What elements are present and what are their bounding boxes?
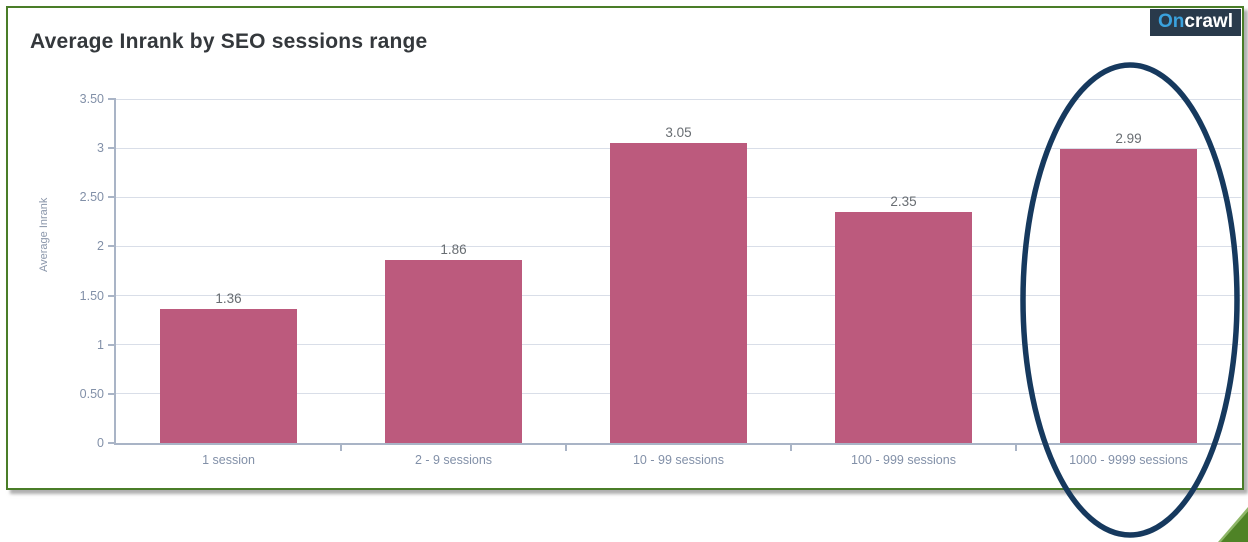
x-axis-tick bbox=[790, 443, 792, 451]
x-axis-tick bbox=[1015, 443, 1017, 451]
bar-value-label: 3.05 bbox=[665, 125, 692, 141]
oncrawl-logo: Oncrawl bbox=[1150, 9, 1241, 36]
bar-3[interactable] bbox=[610, 143, 747, 443]
y-tick-label: 0.50 bbox=[79, 386, 104, 401]
y-tick-label: 2 bbox=[97, 239, 104, 254]
y-axis-tick bbox=[108, 196, 116, 199]
bar-value-label: 2.99 bbox=[1115, 131, 1142, 147]
plot-area: 0 0.50 1 1.50 2 2.50 3 3.50 1.36 1 session 1.86 2 -… bbox=[80, 92, 1241, 467]
chart-title: Average Inrank by SEO sessions range bbox=[30, 30, 428, 53]
bar-5[interactable] bbox=[1060, 149, 1197, 443]
chart-panel: Average Inrank by SEO sessions range Onc… bbox=[6, 6, 1244, 490]
x-tick-label: 100 - 999 sessions bbox=[851, 453, 956, 467]
y-tick-label: 3.50 bbox=[79, 92, 104, 106]
bar-value-label: 1.36 bbox=[215, 291, 242, 307]
y-axis-tick bbox=[108, 442, 116, 444]
x-tick-label: 2 - 9 sessions bbox=[414, 453, 493, 467]
bar-1[interactable] bbox=[160, 309, 297, 443]
x-tick-label: 1 session bbox=[202, 453, 255, 467]
bar-4[interactable] bbox=[835, 212, 972, 443]
y-tick-label: 0 bbox=[97, 436, 104, 450]
y-tick-label: 3 bbox=[97, 141, 104, 156]
y-axis-tick bbox=[108, 392, 116, 395]
logo-text-on: On bbox=[1158, 11, 1185, 32]
y-axis-tick bbox=[108, 147, 116, 150]
x-tick-label: 1000 - 9999 sessions bbox=[1069, 453, 1188, 467]
y-tick-label: 1 bbox=[97, 337, 104, 352]
y-tick-label: 1.50 bbox=[79, 288, 104, 303]
y-tick-label: 2.50 bbox=[79, 190, 104, 205]
y-axis-tick bbox=[108, 343, 116, 346]
bar-2[interactable] bbox=[385, 260, 522, 443]
y-axis-tick bbox=[108, 98, 116, 100]
y-axis-tick bbox=[108, 245, 116, 248]
x-axis-tick bbox=[340, 443, 342, 451]
gridline bbox=[116, 98, 1241, 100]
bar-value-label: 1.86 bbox=[440, 242, 467, 258]
y-axis-tick bbox=[108, 294, 116, 297]
x-axis-tick bbox=[565, 443, 567, 451]
x-tick-label: 10 - 99 sessions bbox=[632, 453, 725, 467]
bar-value-label: 2.35 bbox=[890, 194, 917, 210]
logo-text-crawl: crawl bbox=[1184, 11, 1233, 32]
